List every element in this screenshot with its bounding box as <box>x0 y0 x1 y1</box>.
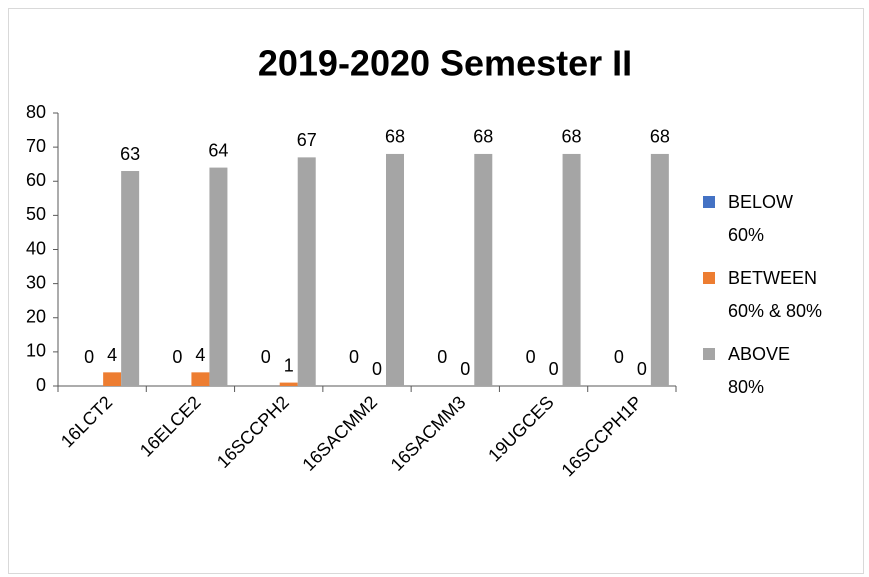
y-tick-label: 50 <box>26 204 46 224</box>
bar <box>279 382 298 386</box>
y-tick-label: 10 <box>26 341 46 361</box>
bar <box>103 372 122 386</box>
data-label: 0 <box>261 347 271 367</box>
data-label: 63 <box>120 144 140 164</box>
data-label: 68 <box>385 127 405 147</box>
data-label: 67 <box>297 130 317 150</box>
y-tick-label: 20 <box>26 307 46 327</box>
bar <box>191 372 210 386</box>
data-label: 4 <box>107 345 117 365</box>
y-tick-label: 0 <box>36 375 46 395</box>
legend-label: BELOW 60% <box>728 192 794 245</box>
legend-swatch <box>703 348 715 360</box>
data-label: 64 <box>208 140 228 160</box>
data-label: 1 <box>284 355 294 375</box>
legend-swatch <box>703 196 715 208</box>
bar <box>474 153 493 386</box>
data-label: 0 <box>614 347 624 367</box>
data-label: 68 <box>473 127 493 147</box>
data-label: 0 <box>372 359 382 379</box>
bar <box>650 153 669 386</box>
data-label: 0 <box>172 347 182 367</box>
data-label: 0 <box>460 359 470 379</box>
data-label: 0 <box>84 347 94 367</box>
data-label: 0 <box>526 347 536 367</box>
data-label: 0 <box>437 347 447 367</box>
bar <box>121 171 140 386</box>
legend-swatch <box>703 272 715 284</box>
legend-label: BETWEEN 60% & 80% <box>728 268 823 321</box>
bar <box>562 153 581 386</box>
legend-label: ABOVE 80% <box>728 344 791 397</box>
y-tick-label: 30 <box>26 272 46 292</box>
data-label: 68 <box>562 127 582 147</box>
data-label: 0 <box>549 359 559 379</box>
data-label: 0 <box>637 359 647 379</box>
chart-border <box>8 8 864 574</box>
bar <box>386 153 404 386</box>
data-label: 4 <box>195 345 205 365</box>
bar <box>209 167 228 386</box>
bar <box>297 157 316 386</box>
data-label: 68 <box>650 127 670 147</box>
y-tick-label: 40 <box>26 238 46 258</box>
data-label: 0 <box>349 347 359 367</box>
y-tick-label: 60 <box>26 170 46 190</box>
y-tick-label: 70 <box>26 136 46 156</box>
chart-title: 2019-2020 Semester II <box>258 43 632 84</box>
y-tick-label: 80 <box>26 102 46 122</box>
